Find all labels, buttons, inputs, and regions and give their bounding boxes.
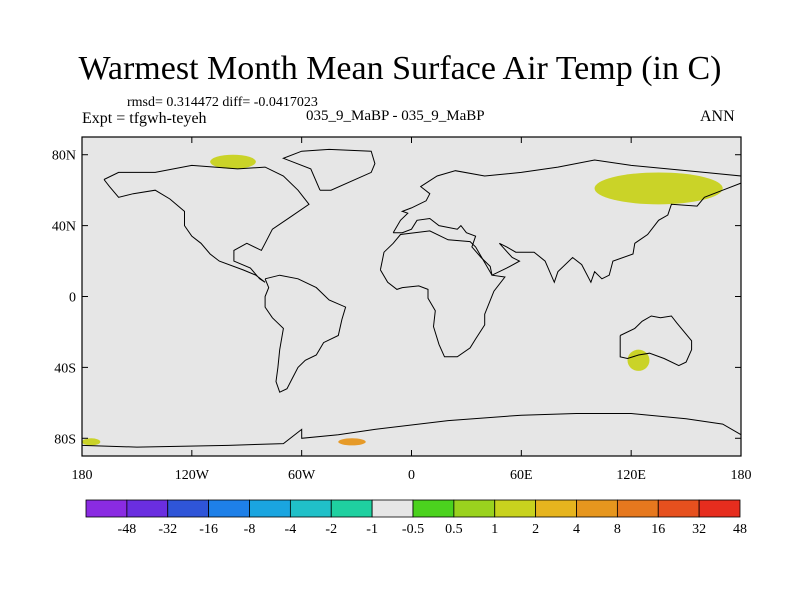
colorbar-swatch (249, 499, 291, 518)
anomaly-patch (82, 438, 101, 446)
colorbar-label: 2 (532, 522, 539, 537)
colorbar-label: -0.5 (402, 522, 424, 537)
colorbar-swatch (698, 499, 741, 518)
colorbar-swatch (535, 499, 577, 518)
anomaly-patch (521, 207, 632, 226)
anomaly-patch (594, 172, 723, 205)
colorbar-label: 1 (491, 522, 498, 537)
colorbar-label: -4 (285, 522, 297, 537)
lat-tick-label: 0 (69, 291, 76, 306)
lon-tick-label: 180 (731, 468, 752, 483)
colorbar-label: -8 (244, 522, 256, 537)
coastline (282, 148, 376, 191)
coastline (103, 164, 310, 283)
colorbar-swatch (371, 499, 414, 518)
lat-tick-label: 40S (54, 361, 76, 376)
anomaly-patch (210, 154, 256, 169)
colorbar-swatch (126, 499, 169, 518)
lat-tick-label: 40N (52, 220, 76, 235)
colorbar-label: 4 (573, 522, 580, 537)
colorbar-label: -1 (366, 522, 378, 537)
colorbar-swatch (657, 499, 700, 518)
colorbar: -48 -32 -16 -8 -4 -2 -1 -0.5 0.5 1 2 4 8 16 32 48 (85, 499, 747, 537)
anomaly-patch (627, 349, 650, 371)
colorbar-label: -16 (199, 522, 218, 537)
anomaly-patch (338, 438, 366, 446)
colorbar-swatch (330, 499, 373, 518)
plot-title: Warmest Month Mean Surface Air Temp (in … (78, 50, 722, 87)
colorbar-swatch (208, 499, 250, 518)
coastline (392, 159, 742, 284)
coastline (379, 230, 506, 358)
colorbar-label: 32 (692, 522, 706, 537)
colorbar-swatch (85, 499, 128, 518)
colorbar-swatch (494, 499, 537, 518)
colorbar-swatch (576, 499, 618, 518)
experiment-text: Expt = tfgwh-teyeh (82, 110, 207, 127)
map-panel: 180 120W 60W 0 60E 120E 180 80N 40N 0 40S 80S (52, 136, 752, 483)
lon-tick-label: 120W (175, 468, 210, 483)
lat-tick-label: 80S (54, 432, 76, 447)
stats-text: rmsd= 0.314472 diff= -0.0417023 (127, 95, 318, 110)
lon-tick-label: 60W (288, 468, 316, 483)
colorbar-label: 48 (733, 522, 747, 537)
colorbar-swatch (289, 499, 332, 518)
season-text: ANN (700, 108, 735, 125)
lon-tick-label: 60E (510, 468, 533, 483)
colorbar-swatch (453, 499, 496, 518)
lon-tick-label: 120E (616, 468, 646, 483)
case-text: 035_9_MaBP - 035_9_MaBP (306, 108, 485, 124)
coastline (264, 274, 347, 393)
lat-tick-label: 80N (52, 149, 76, 164)
colorbar-swatch (412, 499, 455, 518)
colorbar-label: 0.5 (445, 522, 463, 537)
colorbar-label: 16 (651, 522, 665, 537)
lon-tick-label: 180 (72, 468, 93, 483)
colorbar-label: 8 (614, 522, 621, 537)
coastline (81, 413, 742, 448)
colorbar-swatch (167, 499, 210, 518)
colorbar-label: -2 (325, 522, 337, 537)
lon-tick-label: 0 (408, 468, 415, 483)
colorbar-swatch (616, 499, 659, 518)
colorbar-label: -32 (158, 522, 177, 537)
coastline (619, 315, 693, 367)
colorbar-label: -48 (118, 522, 137, 537)
